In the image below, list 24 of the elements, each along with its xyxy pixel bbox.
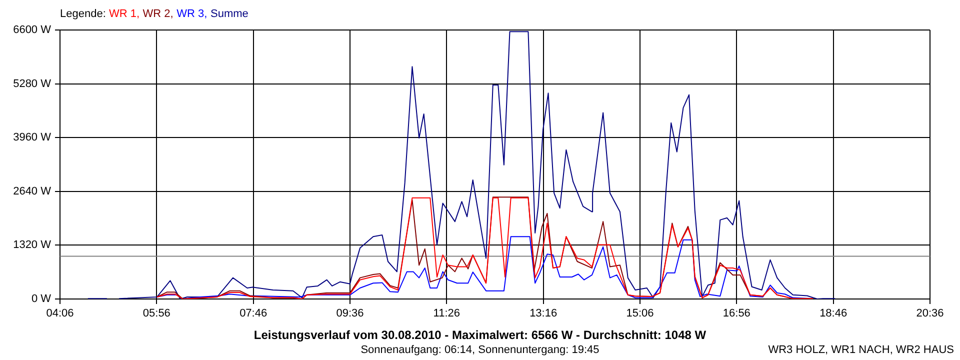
text: WR 2, xyxy=(142,8,174,20)
text: WR 1, xyxy=(108,8,140,20)
legend-title: Legende: xyxy=(60,8,107,20)
x-tick-label: 04:06 xyxy=(46,308,74,320)
x-tick-label: 13:16 xyxy=(530,308,558,320)
x-tick-label: 07:46 xyxy=(240,308,268,320)
text: WR3 HOLZ, WR1 NACH, WR2 HAUS xyxy=(768,344,954,356)
y-tick-label: 2640 W xyxy=(13,185,52,198)
y-tick-label: 0 W xyxy=(31,293,52,306)
y-tick-label: 5280 W xyxy=(13,78,52,90)
x-tick-label: 15:06 xyxy=(626,308,654,320)
y-tick-label: 6600 W xyxy=(13,24,52,36)
y-tick-label: 3960 W xyxy=(13,132,52,144)
x-tick-label: 20:36 xyxy=(916,308,944,320)
x-tick-label: 09:36 xyxy=(336,308,364,320)
text: WR 3, xyxy=(176,8,208,20)
text: Sonnenaufgang: 06:14, Sonnenuntergang: 19:45 xyxy=(360,344,600,356)
x-tick-label: 16:56 xyxy=(722,308,750,320)
x-tick-label: 18:46 xyxy=(820,308,848,320)
y-tick-label: 1320 W xyxy=(13,239,52,252)
x-tick-label: 05:56 xyxy=(142,308,170,320)
text: Summe xyxy=(210,8,248,20)
text: Leistungsverlauf vom 30.08.2010 - Maximalwert: 6566 W - Durchschnitt: 1048 W xyxy=(252,328,708,342)
x-tick-label: 11:26 xyxy=(433,308,460,320)
